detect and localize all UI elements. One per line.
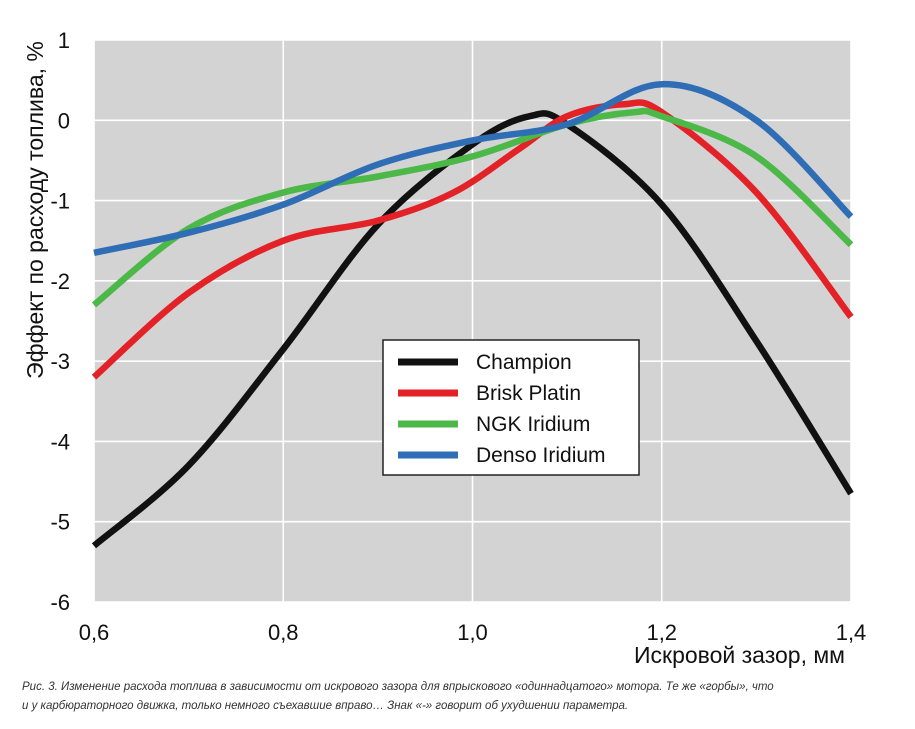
y-tick-label: -1 bbox=[50, 189, 70, 214]
x-tick-label: 1,2 bbox=[646, 620, 677, 645]
y-axis-label: Эффект по расходу топлива, % bbox=[22, 41, 48, 379]
series-line-champion bbox=[91, 110, 854, 549]
legend-label-denso-iridium: Denso Iridium bbox=[476, 444, 606, 467]
x-tick-label: 0,6 bbox=[79, 620, 110, 645]
legend-label-ngk-iridium: NGK Iridium bbox=[476, 413, 590, 436]
fuel-effect-chart: 1 0 -1 -2 -3 -4 -5 -6 0,6 0,8 1,0 1,2 1,4 Эффект по… bbox=[22, 28, 867, 668]
caption-line-2: и у карбюраторного движка, только немног… bbox=[22, 700, 629, 712]
y-tick-label: -6 bbox=[50, 590, 70, 615]
y-tick-label: 1 bbox=[58, 28, 70, 53]
legend-label-champion: Champion bbox=[476, 351, 572, 374]
x-tick-label: 1,0 bbox=[457, 620, 488, 645]
y-axis-ticks: 1 0 -1 -2 -3 -4 -5 -6 bbox=[50, 28, 70, 615]
legend: Champion Brisk Platin NGK Iridium Denso Iri… bbox=[382, 339, 640, 476]
y-tick-label: -2 bbox=[50, 269, 70, 294]
x-tick-label: 1,4 bbox=[836, 620, 867, 645]
x-axis-ticks: 0,6 0,8 1,0 1,2 1,4 bbox=[79, 620, 867, 645]
grid bbox=[93, 39, 852, 603]
legend-label-brisk-platin: Brisk Platin bbox=[476, 382, 581, 405]
y-tick-label: -4 bbox=[50, 429, 70, 454]
y-tick-label: -5 bbox=[50, 510, 70, 535]
series-line-ngk-iridium bbox=[91, 107, 854, 308]
series-lines bbox=[91, 80, 854, 549]
series-line-denso-iridium bbox=[93, 80, 854, 256]
y-tick-label: -3 bbox=[50, 349, 70, 374]
figure-caption: Рис. 3. Изменение расхода топлива в зави… bbox=[22, 678, 892, 716]
caption-line-1: Рис. 3. Изменение расхода топлива в зави… bbox=[22, 681, 774, 693]
series-line-brisk-platin bbox=[91, 99, 854, 380]
y-tick-label: 0 bbox=[58, 108, 70, 133]
x-tick-label: 0,8 bbox=[268, 620, 299, 645]
x-axis-label: Искровой зазор, мм bbox=[634, 642, 845, 668]
